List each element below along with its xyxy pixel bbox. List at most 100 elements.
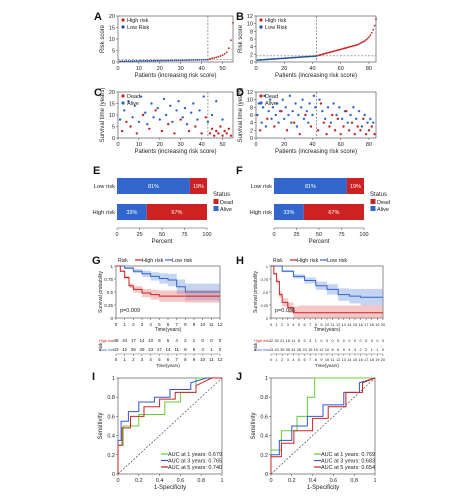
x-axis-label: Percent (152, 239, 173, 245)
risk-count-low: 8 (332, 348, 334, 352)
low-risk-point (298, 56, 301, 59)
low-risk-point (304, 55, 307, 58)
low-risk-point (119, 60, 121, 63)
legend-marker (259, 25, 263, 29)
y-tick-label: 2 (250, 52, 253, 58)
dead-point (285, 129, 289, 132)
risk-table-tick-label: 4 (149, 357, 152, 362)
risk-table-tick-label: 11 (209, 357, 214, 362)
dead-point (304, 113, 307, 117)
legend-label: Low risk (172, 258, 192, 264)
plot-frame (117, 377, 223, 475)
diagonal-reference (117, 377, 223, 475)
dead-point (223, 129, 226, 133)
y-axis-label: Survival time (years) (238, 88, 244, 143)
risk-table-tick-label: 11 (331, 358, 335, 362)
x-tick-label: 1 (276, 323, 278, 327)
y-tick-label: 0.2 (107, 453, 115, 459)
low-risk-point (138, 60, 140, 62)
high-risk-point (321, 53, 324, 56)
dead-point (208, 132, 212, 135)
roc-curve (270, 377, 376, 474)
low-risk-ci-band (116, 266, 220, 302)
x-tick-label: 0 (115, 322, 118, 327)
risk-table-label: Risk (253, 342, 258, 351)
alive-point (318, 98, 321, 101)
alive-point (202, 95, 205, 98)
x-tick-label: 12 (217, 322, 223, 327)
risk-count-low: 35 (286, 348, 290, 352)
x-axis-label: 1-Specificity (307, 485, 339, 491)
low-risk-point (288, 56, 291, 59)
low-risk-curve (271, 265, 383, 298)
alive-point (299, 106, 303, 109)
high-risk-point (365, 38, 368, 41)
low-risk-point (314, 55, 317, 57)
alive-point (175, 109, 178, 112)
high-risk-point (349, 45, 352, 48)
low-risk-point (301, 56, 304, 58)
risk-count-low: 15 (314, 348, 318, 352)
alive-point (256, 113, 259, 117)
y-tick-label: 0.4 (107, 434, 115, 440)
dead-point (280, 109, 283, 113)
alive-point (357, 109, 361, 113)
y-tick-label: 6 (250, 37, 253, 43)
y-tick-label: 2 (250, 128, 253, 134)
risk-count-low: 1 (210, 347, 213, 352)
risk-row-label-high: High risk (99, 339, 114, 343)
alive-point (371, 121, 375, 124)
alive-point (143, 111, 147, 114)
low-risk-point (277, 57, 280, 60)
low-risk-point (283, 57, 286, 60)
y-axis-label: Sensitivity (251, 412, 257, 439)
risk-row-label-low: Low risk (100, 348, 114, 352)
risk-count-low: 5 (343, 348, 345, 352)
high-risk-point (317, 54, 320, 57)
dead-point (273, 125, 276, 128)
dead-point (225, 132, 228, 135)
y-tick-label: 4 (250, 121, 253, 127)
y-tick-label: 10 (247, 98, 253, 104)
risk-count-high: 5 (304, 339, 306, 343)
risk-table-tick-label: 15 (353, 358, 357, 362)
legend-label: High risk (142, 258, 164, 264)
alive-point (260, 121, 263, 124)
x-tick-label: 0 (270, 323, 272, 327)
alive-point (139, 95, 143, 98)
panel-B: 0 20 40 60 80 0 24 6 810 12 Patients (increasing r… (238, 14, 377, 79)
panel-I: 0 0.2 0.4 0.6 0.8 1 0 0.2 0.4 0.6 0.8 1 1-Specificit… (98, 376, 224, 491)
y-tick-label: 0.6 (107, 414, 115, 420)
risk-count-high: 0 (201, 338, 204, 343)
legend-label: AUC at 5 years: 0.654 (321, 465, 375, 471)
low-risk-point (287, 57, 290, 59)
high-risk-point (324, 52, 327, 55)
alive-point (281, 98, 285, 101)
low-risk-point (266, 58, 269, 61)
alive-point (137, 120, 141, 124)
y-tick-label: 0.25 (261, 304, 268, 308)
risk-count-high: 17 (131, 338, 137, 343)
y-tick-label: 20 (109, 14, 115, 20)
risk-table-x-label: Time(years) (156, 363, 180, 368)
low-risk-point (296, 56, 298, 59)
low-risk-point (127, 60, 130, 63)
dead-point (322, 121, 325, 124)
panel-E: 81% 19% Low risk 33% 67% High risk 0 25 50 75 100 P… (92, 178, 233, 245)
x-tick-label: 25 (136, 232, 142, 238)
risk-count-high: 14 (139, 338, 145, 343)
risk-table-tick-label: 3 (287, 358, 289, 362)
legend-label: Low Risk (127, 25, 150, 31)
risk-table-tick-label: 18 (370, 358, 374, 362)
low-risk-point (281, 57, 284, 60)
risk-count-high: 0 (332, 339, 334, 343)
high-risk-point (328, 51, 331, 54)
legend-label: AUC at 1 years: 0.679 (168, 452, 222, 458)
risk-count-high: 0 (360, 339, 362, 343)
y-tick-label: 0 (266, 317, 268, 321)
low-risk-point (165, 59, 167, 62)
dead-point (187, 129, 191, 133)
dead-point (350, 121, 354, 124)
x-tick-label: 18 (370, 323, 374, 327)
panel-letter-C: C (94, 87, 102, 99)
